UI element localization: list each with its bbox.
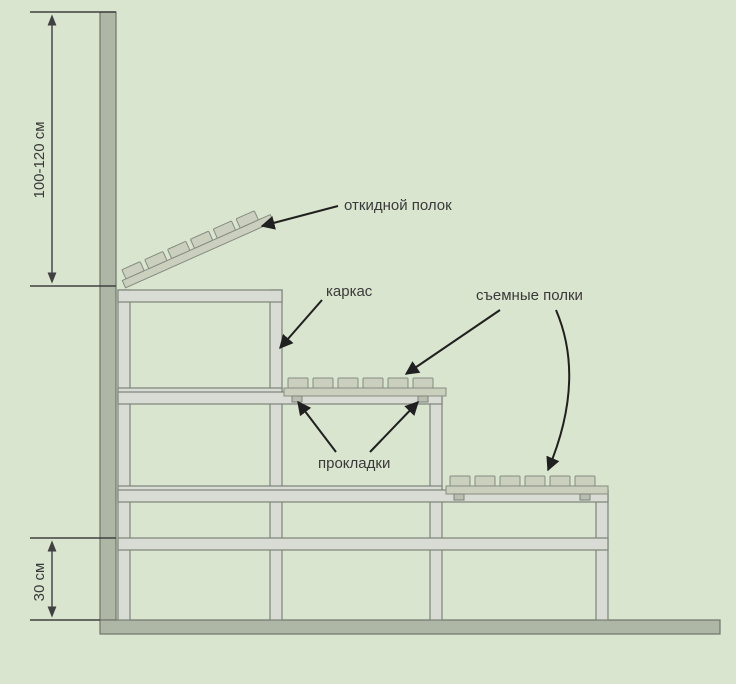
label-folding-shelf: откидной полок xyxy=(344,197,452,214)
label-spacers: прокладки xyxy=(318,455,390,472)
diagram-canvas: 100-120 см 30 см откидной полок каркас с… xyxy=(0,0,736,684)
label-removable-shelves: съемные полки xyxy=(476,287,583,304)
removable-shelf-middle xyxy=(284,378,446,396)
dimension-bottom-label: 30 см xyxy=(31,563,48,602)
dimension-top-label: 100-120 см xyxy=(31,121,48,198)
label-frame: каркас xyxy=(326,283,373,300)
removable-shelf-bottom xyxy=(446,476,608,494)
floor xyxy=(100,620,720,634)
wall xyxy=(100,12,116,620)
